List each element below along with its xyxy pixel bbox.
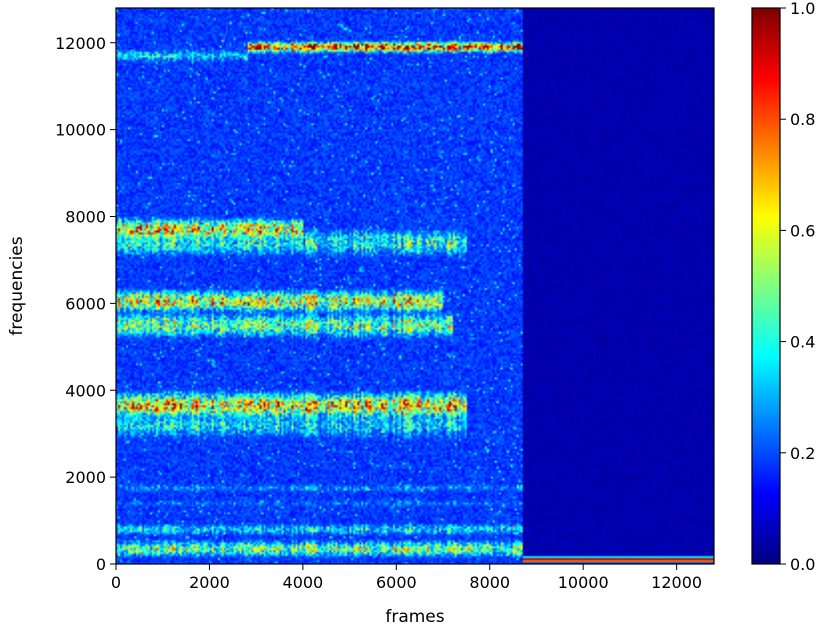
colorbar-tick-label: 0.6 [790, 221, 815, 240]
x-axis-label: frames [385, 607, 444, 627]
colorbar-frame [751, 7, 781, 565]
colorbar-tick-label: 0.0 [790, 555, 815, 574]
y-tick-label: 4000 [65, 381, 106, 400]
colorbar-tick-label: 0.8 [790, 110, 815, 129]
y-tick-label: 8000 [65, 208, 106, 227]
colorbar-ticks: 0.0 0.2 0.4 0.6 0.8 1.0 [780, 0, 815, 574]
y-tick-label: 10000 [55, 121, 106, 140]
y-tick-label: 2000 [65, 468, 106, 487]
plot-frame [115, 7, 715, 565]
x-tick-label: 4000 [283, 573, 324, 592]
y-axis: 0 2000 4000 6000 8000 10000 12000 [55, 34, 116, 574]
y-tick-label: 0 [96, 555, 106, 574]
x-axis: 0 2000 4000 6000 8000 10000 12000 [111, 564, 702, 592]
colorbar-tick-label: 1.0 [790, 0, 815, 18]
y-axis-label: frequencies [7, 236, 27, 335]
colorbar: 0.0 0.2 0.4 0.6 0.8 1.0 [751, 0, 815, 574]
x-tick-label: 2000 [189, 573, 230, 592]
x-tick-label: 0 [111, 573, 121, 592]
y-tick-label: 12000 [55, 34, 106, 53]
x-tick-label: 6000 [376, 573, 417, 592]
heatmap-plot-area [115, 7, 715, 565]
y-tick-label: 6000 [65, 294, 106, 313]
x-tick-label: 8000 [469, 573, 510, 592]
colorbar-tick-label: 0.2 [790, 444, 815, 463]
x-tick-label: 10000 [558, 573, 609, 592]
colorbar-tick-label: 0.4 [790, 333, 815, 352]
spectrogram-heatmap [116, 8, 714, 564]
colorbar-gradient [752, 8, 780, 564]
x-tick-label: 12000 [651, 573, 702, 592]
